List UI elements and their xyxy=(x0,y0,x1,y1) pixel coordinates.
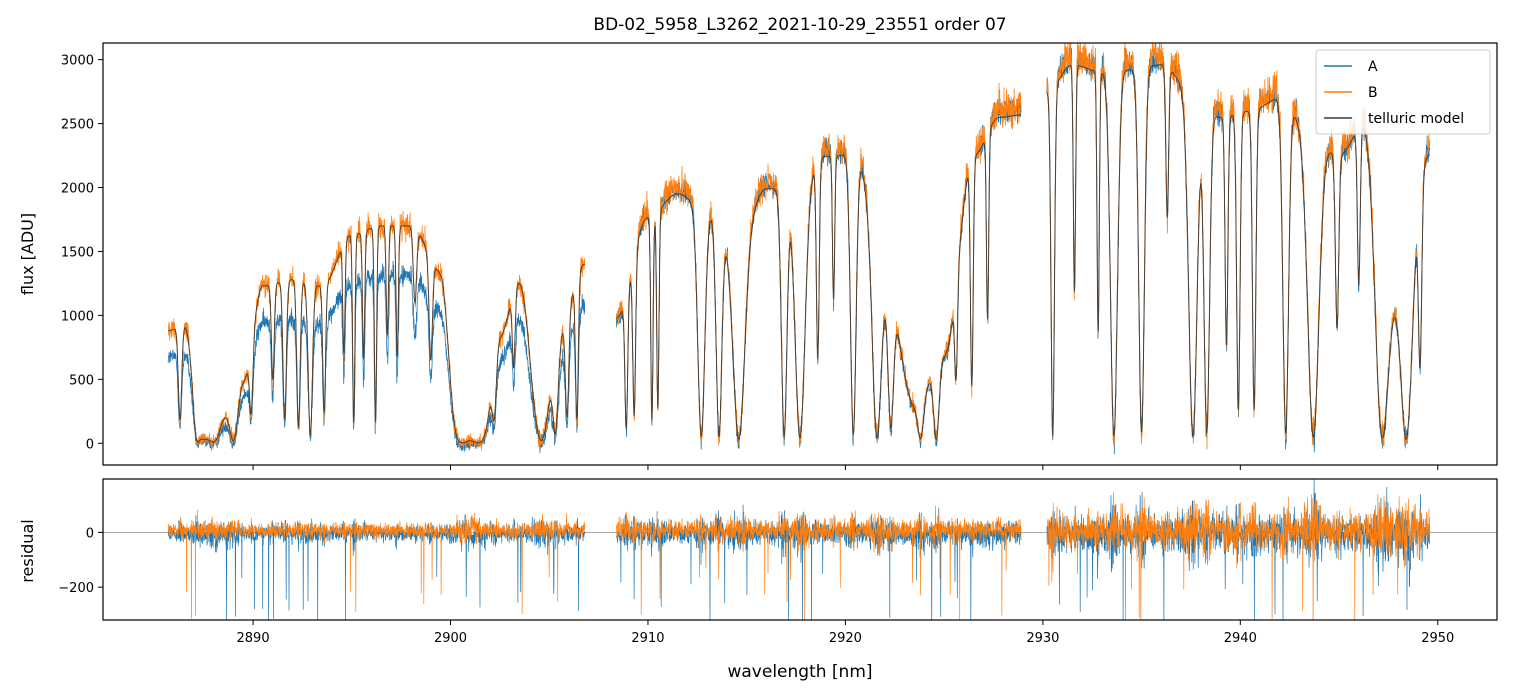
residual-x-tick-label: 2920 xyxy=(829,631,862,646)
legend-label-b: B xyxy=(1368,85,1378,101)
residual-y-ticks: −200 0 xyxy=(58,526,103,596)
x-axis-label: wavelength [nm] xyxy=(727,662,872,682)
flux-y-tick-label: 2000 xyxy=(61,182,94,197)
flux-y-tick-label: 3000 xyxy=(61,54,94,69)
legend-frame xyxy=(1315,49,1491,135)
flux-y-tick-label: 500 xyxy=(69,373,94,388)
flux-plot-area xyxy=(167,43,1431,455)
residual-y-tick-label: 0 xyxy=(86,526,94,541)
residual-x-tick-label: 2910 xyxy=(631,631,664,646)
residual-x-tick-label: 2950 xyxy=(1421,631,1454,646)
residual-series-b-line xyxy=(168,491,1431,620)
legend: A B telluric model xyxy=(1315,49,1491,135)
residual-y-tick-label: −200 xyxy=(58,581,94,596)
residual-x-tick-label: 2900 xyxy=(434,631,467,646)
residual-x-tick-label: 2940 xyxy=(1224,631,1257,646)
flux-y-ticks: 0 500 1000 1500 2000 2500 3000 xyxy=(61,54,103,452)
residual-x-ticks: 2890 2900 2910 2920 2930 2940 2950 xyxy=(237,620,1454,646)
flux-y-axis-label: flux [ADU] xyxy=(18,213,37,295)
flux-panel: 0 500 1000 1500 2000 2500 3000 flux [ADU] A B … xyxy=(18,42,1498,470)
flux-x-ticks xyxy=(252,465,1439,470)
legend-label-model: telluric model xyxy=(1368,111,1464,127)
chart-title: BD-02_5958_L3262_2021-10-29_23551 order … xyxy=(593,15,1006,35)
flux-axes-frame xyxy=(102,42,1498,466)
flux-y-tick-label: 0 xyxy=(86,437,94,452)
telluric-model-line xyxy=(167,64,1430,444)
flux-y-tick-label: 1500 xyxy=(61,245,94,260)
residual-plot-area xyxy=(103,479,1497,620)
flux-y-tick-label: 1000 xyxy=(61,309,94,324)
residual-x-tick-label: 2930 xyxy=(1026,631,1059,646)
residual-panel: −200 0 2890 2900 2910 2920 2930 2940 2950 resid… xyxy=(18,478,1498,646)
residual-y-axis-label: residual xyxy=(18,519,37,582)
residual-x-tick-label: 2890 xyxy=(237,631,270,646)
residual-axes-frame xyxy=(102,478,1498,621)
legend-label-a: A xyxy=(1368,59,1378,75)
flux-y-tick-label: 2500 xyxy=(61,118,94,133)
